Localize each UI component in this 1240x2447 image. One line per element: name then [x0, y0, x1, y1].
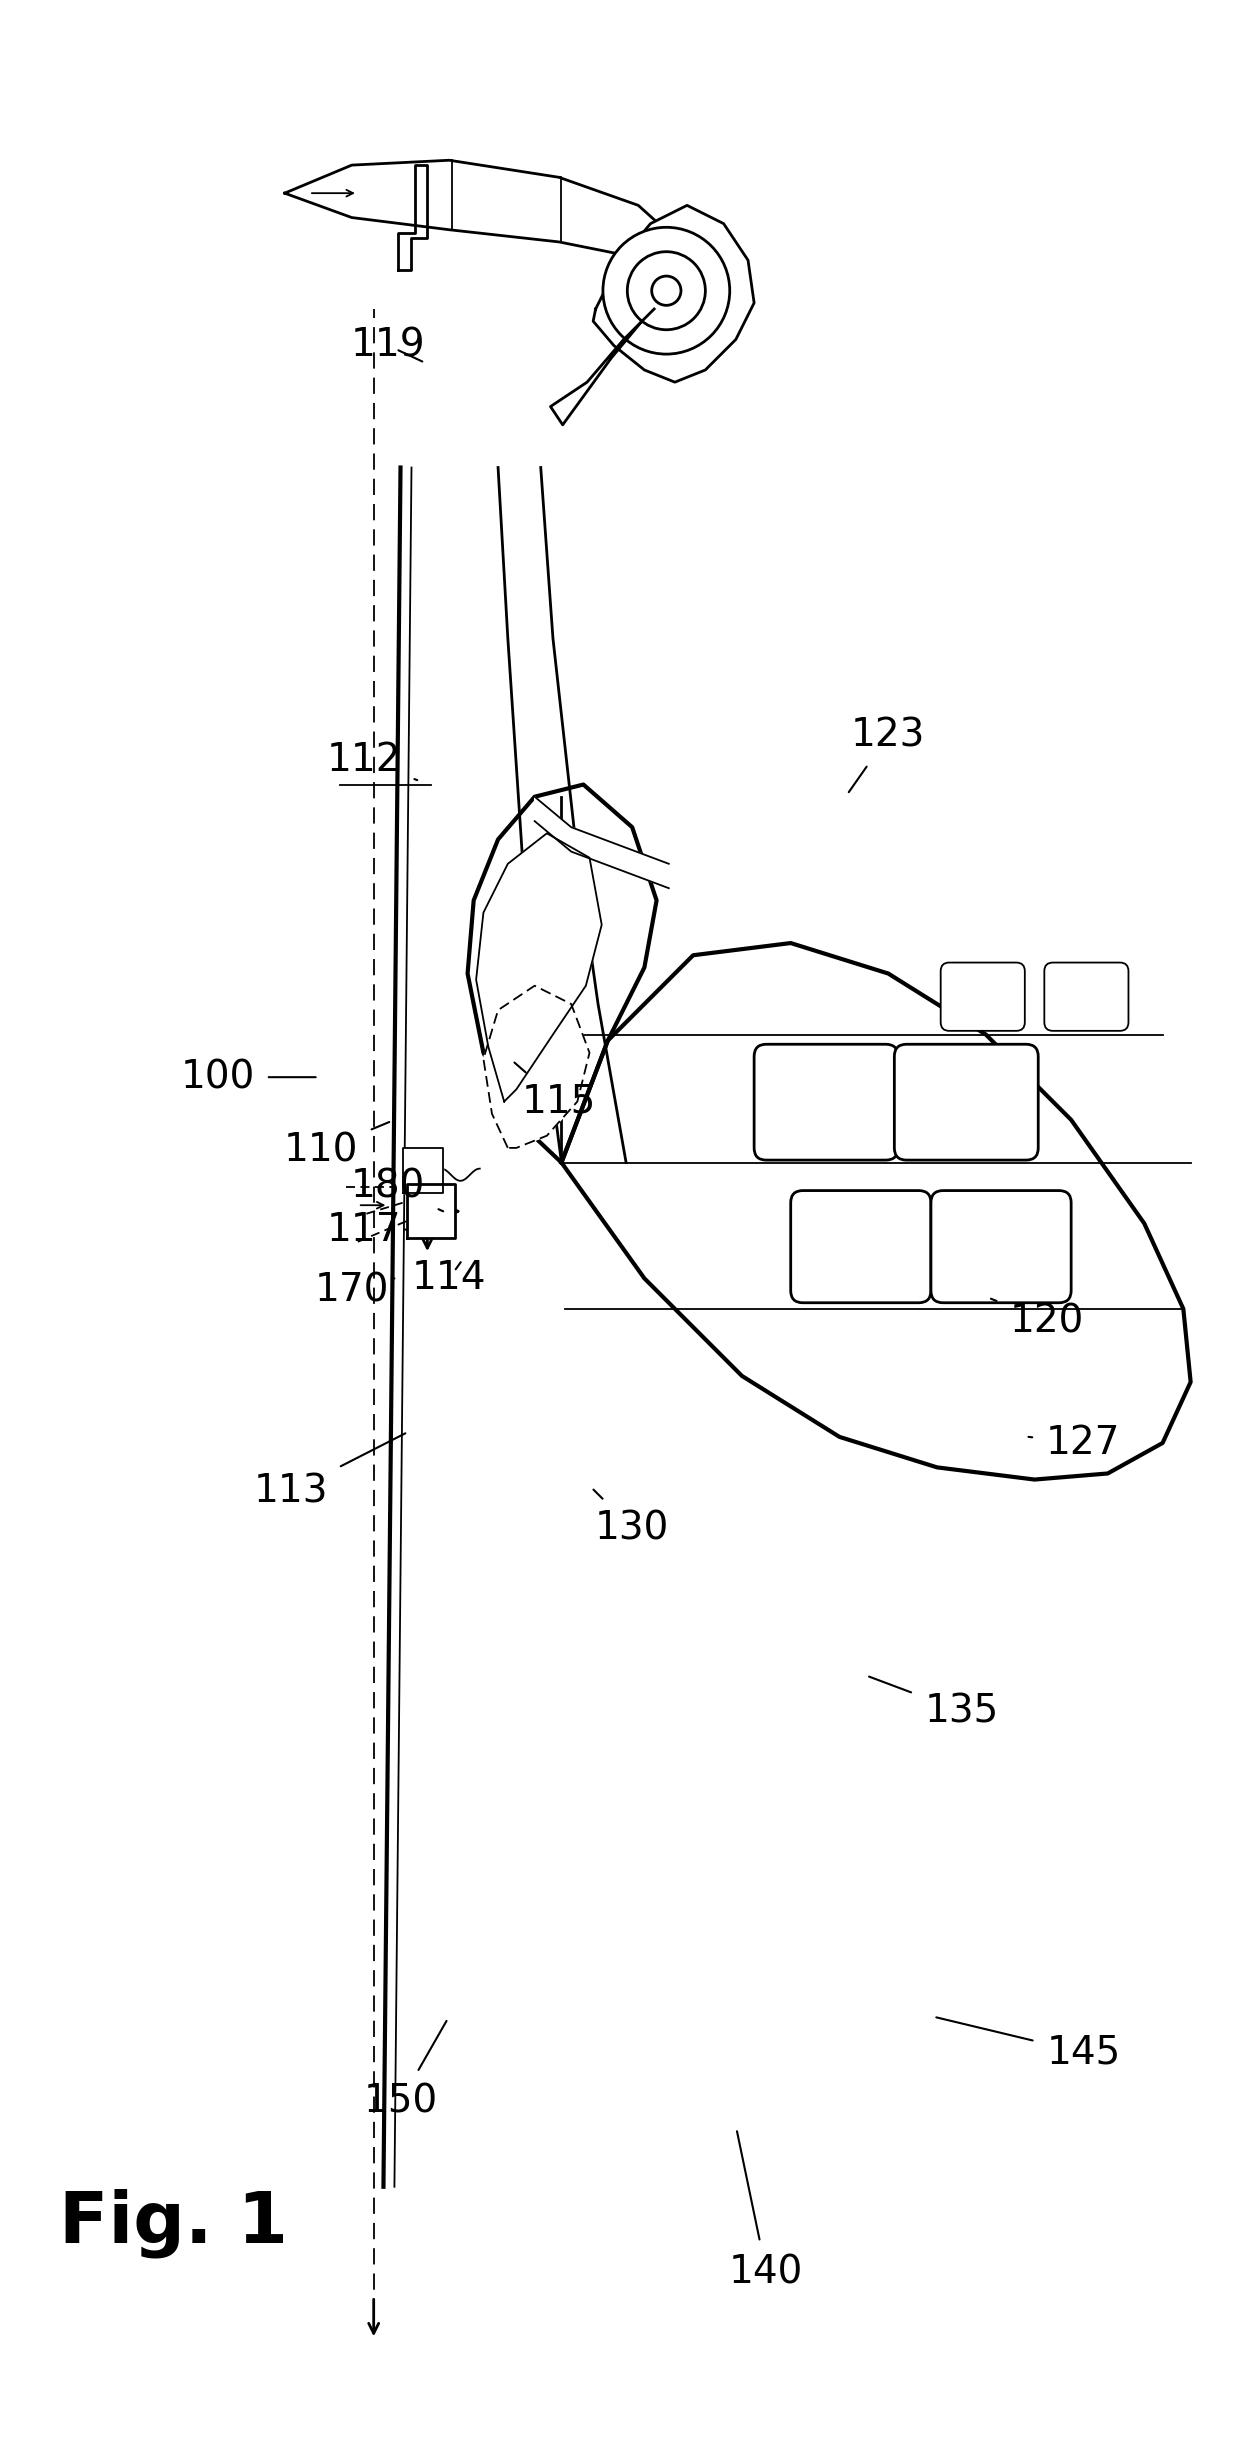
- Circle shape: [652, 277, 681, 306]
- FancyBboxPatch shape: [791, 1192, 931, 1302]
- FancyBboxPatch shape: [1044, 962, 1128, 1030]
- FancyBboxPatch shape: [941, 962, 1024, 1030]
- Polygon shape: [534, 798, 668, 888]
- Text: 135: 135: [869, 1676, 998, 1730]
- Text: 117: 117: [326, 1211, 407, 1248]
- Text: 100: 100: [181, 1057, 316, 1096]
- Text: 127: 127: [1028, 1424, 1121, 1461]
- Text: 180: 180: [351, 1167, 443, 1211]
- Text: 123: 123: [848, 717, 925, 793]
- Text: 110: 110: [284, 1123, 389, 1170]
- Text: 119: 119: [351, 325, 425, 365]
- Polygon shape: [467, 785, 657, 1162]
- Polygon shape: [285, 159, 675, 269]
- Text: 113: 113: [253, 1434, 405, 1510]
- Polygon shape: [593, 206, 754, 382]
- Polygon shape: [403, 1148, 443, 1194]
- Text: 120: 120: [991, 1299, 1084, 1341]
- Polygon shape: [398, 164, 428, 269]
- Text: 145: 145: [936, 2016, 1121, 2073]
- Polygon shape: [551, 308, 655, 426]
- Text: 170: 170: [315, 1272, 394, 1309]
- Polygon shape: [562, 942, 1190, 1480]
- Text: 112: 112: [326, 741, 418, 781]
- FancyBboxPatch shape: [754, 1045, 898, 1160]
- Text: 150: 150: [363, 2021, 446, 2122]
- Text: 130: 130: [594, 1490, 670, 1547]
- Text: 114: 114: [412, 1260, 486, 1297]
- Polygon shape: [498, 467, 626, 1162]
- Circle shape: [627, 252, 706, 330]
- Polygon shape: [484, 986, 589, 1148]
- Circle shape: [603, 228, 729, 355]
- Polygon shape: [476, 834, 601, 1101]
- Text: 140: 140: [729, 2131, 804, 2290]
- Text: Fig. 1: Fig. 1: [60, 2188, 288, 2259]
- Text: 115: 115: [515, 1062, 596, 1121]
- FancyBboxPatch shape: [894, 1045, 1038, 1160]
- FancyBboxPatch shape: [931, 1192, 1071, 1302]
- Polygon shape: [407, 1184, 455, 1238]
